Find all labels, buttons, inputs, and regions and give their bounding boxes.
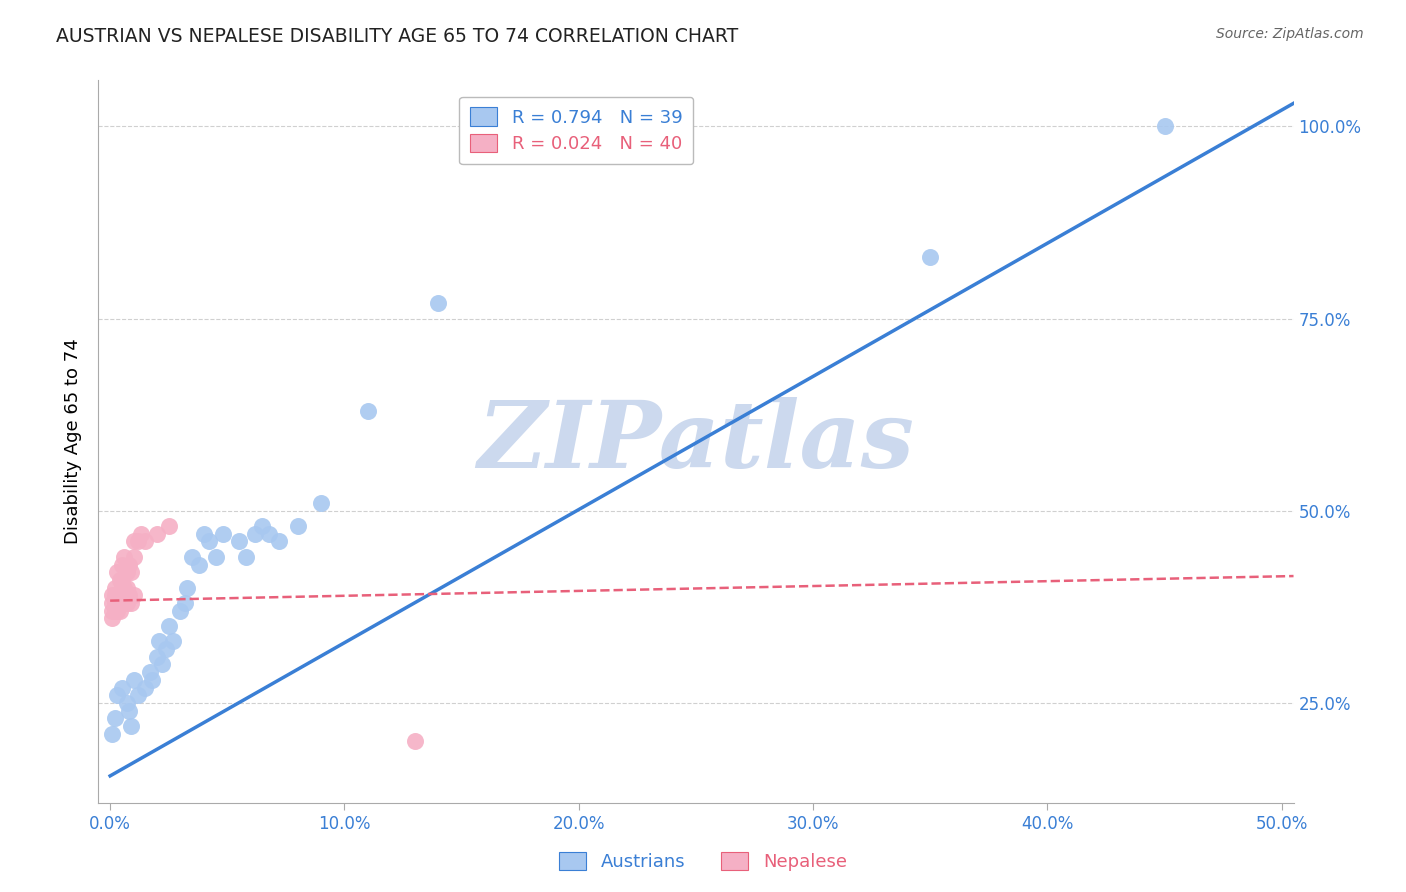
Point <box>193 526 215 541</box>
Point <box>111 573 134 587</box>
Point <box>157 619 180 633</box>
Point <box>101 588 124 602</box>
Point <box>146 526 169 541</box>
Point <box>118 704 141 718</box>
Point <box>101 596 124 610</box>
Point <box>108 604 131 618</box>
Point <box>111 558 134 572</box>
Point <box>122 549 145 564</box>
Point <box>101 604 124 618</box>
Y-axis label: Disability Age 65 to 74: Disability Age 65 to 74 <box>65 339 83 544</box>
Point <box>111 588 134 602</box>
Point <box>197 534 219 549</box>
Point <box>122 534 145 549</box>
Point <box>101 726 124 740</box>
Point <box>127 688 149 702</box>
Point <box>115 565 138 579</box>
Point <box>111 581 134 595</box>
Point <box>108 588 131 602</box>
Point <box>105 604 128 618</box>
Point <box>174 596 197 610</box>
Point <box>108 573 131 587</box>
Point <box>228 534 250 549</box>
Point <box>141 673 163 687</box>
Point <box>259 526 281 541</box>
Point <box>204 549 226 564</box>
Point <box>118 588 141 602</box>
Point <box>211 526 233 541</box>
Point <box>134 534 156 549</box>
Text: AUSTRIAN VS NEPALESE DISABILITY AGE 65 TO 74 CORRELATION CHART: AUSTRIAN VS NEPALESE DISABILITY AGE 65 T… <box>56 27 738 45</box>
Point <box>188 558 211 572</box>
Point <box>112 596 135 610</box>
Point <box>181 549 204 564</box>
Point <box>404 734 426 748</box>
Point <box>150 657 173 672</box>
Point <box>108 596 131 610</box>
Point <box>120 596 142 610</box>
Legend: Austrians, Nepalese: Austrians, Nepalese <box>553 845 853 879</box>
Point <box>169 604 191 618</box>
Point <box>134 681 156 695</box>
Point <box>309 496 332 510</box>
Point <box>122 588 145 602</box>
Point <box>120 719 142 733</box>
Point <box>127 534 149 549</box>
Point <box>157 519 180 533</box>
Point <box>120 565 142 579</box>
Point <box>104 604 127 618</box>
Point <box>115 596 138 610</box>
Point <box>122 673 145 687</box>
Point <box>148 634 170 648</box>
Point <box>162 634 184 648</box>
Point <box>104 588 127 602</box>
Point <box>129 526 152 541</box>
Point <box>146 649 169 664</box>
Point <box>287 519 309 533</box>
Point <box>357 404 380 418</box>
Point <box>105 565 128 579</box>
Point <box>176 581 198 595</box>
Point <box>104 596 127 610</box>
Point <box>104 581 127 595</box>
Point <box>267 534 290 549</box>
Point <box>115 696 138 710</box>
Point <box>245 526 267 541</box>
Point <box>104 711 127 725</box>
Point <box>139 665 162 680</box>
Point <box>112 581 135 595</box>
Text: ZIPatlas: ZIPatlas <box>478 397 914 486</box>
Point <box>111 681 134 695</box>
Point <box>252 519 274 533</box>
Legend: R = 0.794   N = 39, R = 0.024   N = 40: R = 0.794 N = 39, R = 0.024 N = 40 <box>460 96 693 164</box>
Point <box>1153 120 1175 134</box>
Point <box>112 549 135 564</box>
Point <box>115 581 138 595</box>
Point <box>111 596 134 610</box>
Point <box>112 588 135 602</box>
Point <box>105 596 128 610</box>
Point <box>155 642 177 657</box>
Point <box>118 558 141 572</box>
Text: Source: ZipAtlas.com: Source: ZipAtlas.com <box>1216 27 1364 41</box>
Point <box>427 296 450 310</box>
Point <box>920 250 942 264</box>
Point <box>101 611 124 625</box>
Point <box>105 688 128 702</box>
Point <box>235 549 257 564</box>
